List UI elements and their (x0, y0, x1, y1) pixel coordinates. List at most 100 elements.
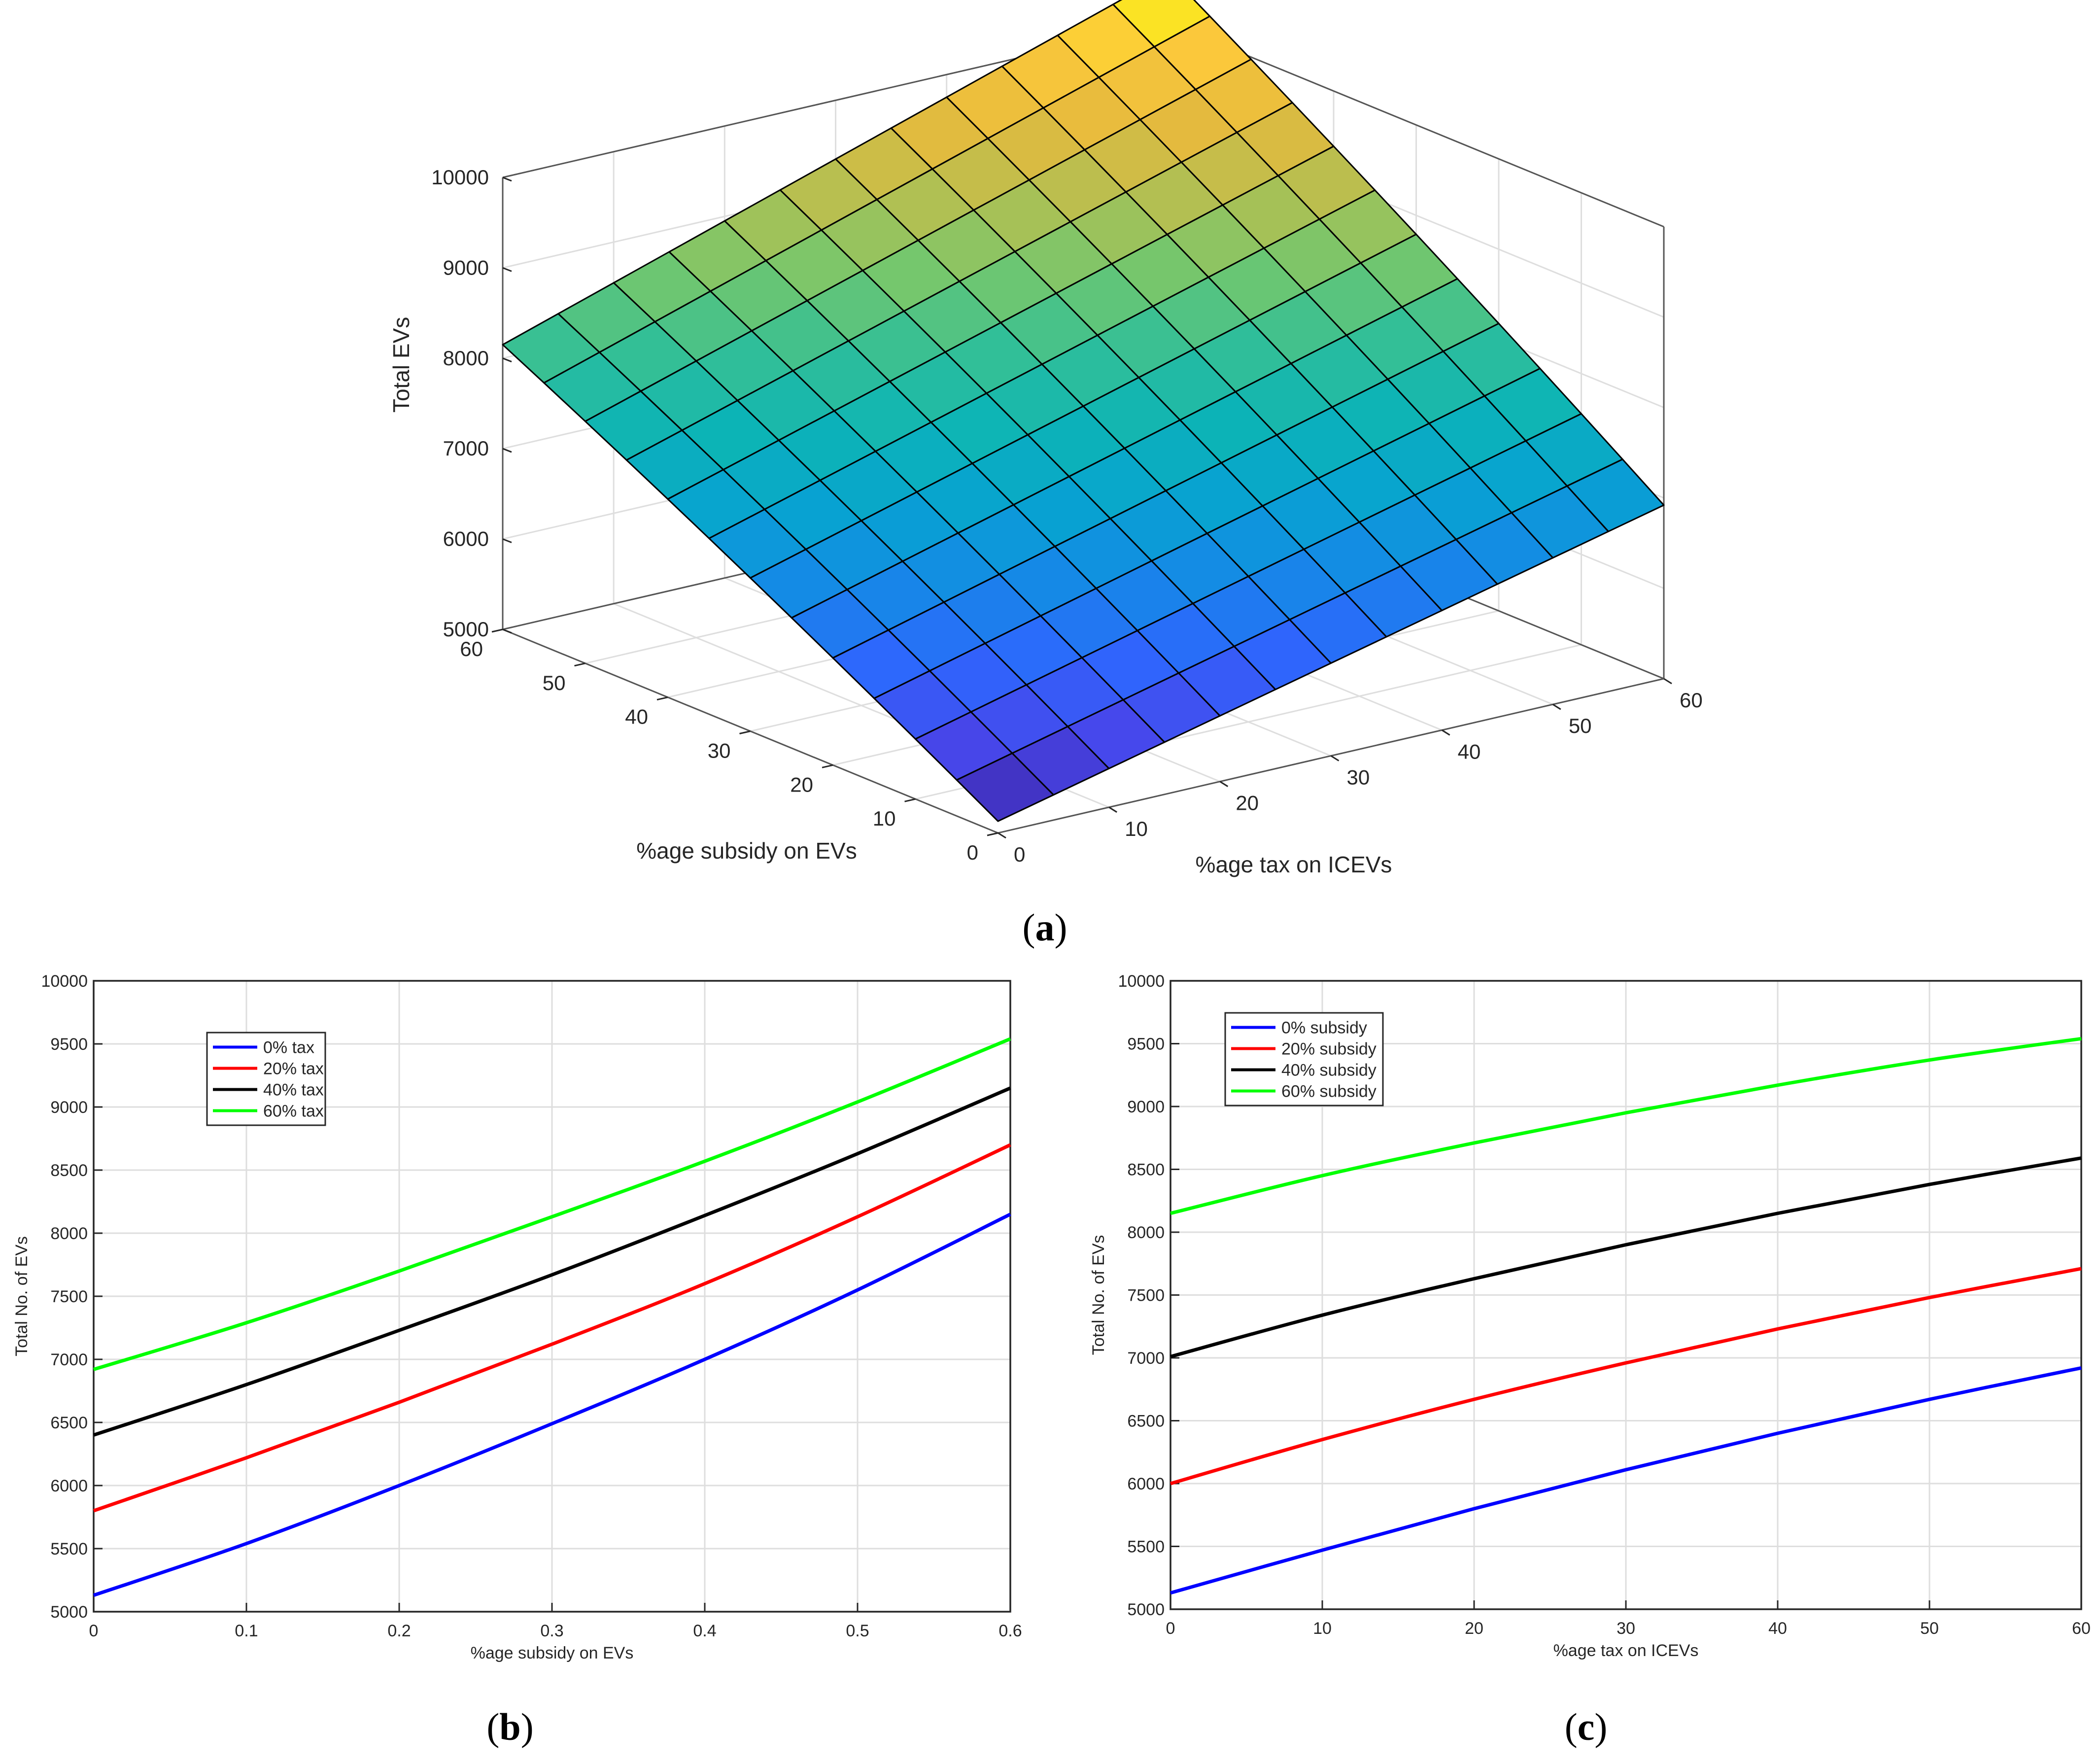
series-line (1170, 1267, 2082, 1486)
series-line (93, 1086, 1011, 1437)
z-tick (502, 267, 512, 272)
y-tick-label: 9500 (50, 1035, 88, 1054)
subsidy-tick-label: 10 (873, 807, 896, 830)
y-axis-label: Total No. of EVs (1089, 1235, 1108, 1355)
subsidy-tick-label: 40 (625, 705, 648, 728)
z-tick (502, 448, 512, 453)
y-tick-label: 6500 (1127, 1412, 1165, 1431)
series-line (93, 1212, 1011, 1597)
surface-chart-a: 5000 6000 7000 8000 9000 10000 0 10 20 3… (388, 0, 1703, 877)
x-tick-label: 0.6 (998, 1622, 1022, 1640)
y-tick-label: 7000 (50, 1350, 88, 1369)
y-tick-label: 6500 (50, 1414, 88, 1432)
legend-entry: 60% tax (263, 1102, 324, 1121)
x-tick-label: 60 (2072, 1619, 2091, 1638)
chart-b-x-ticks: 0 0.1 0.2 0.3 0.4 0.5 0.6 (89, 1622, 1022, 1640)
z-tick (502, 176, 512, 182)
x-tick-label: 50 (1920, 1619, 1939, 1638)
tax-tick-labels: 0 10 20 30 40 50 60 (1014, 689, 1703, 866)
y-tick-label: 7500 (50, 1287, 88, 1306)
series-line (93, 1037, 1011, 1371)
x-tick-label: 40 (1768, 1619, 1787, 1638)
z-tick (502, 357, 512, 363)
caption-b: (b) (486, 1705, 533, 1748)
chart-b-y-ticks: 5000 5500 6000 6500 7000 7500 8000 8500 … (41, 972, 88, 1622)
subsidy-tick (656, 696, 668, 701)
series-line (1170, 1156, 2082, 1358)
y-tick-label: 5500 (1127, 1538, 1165, 1556)
x-tick-label: 0 (89, 1622, 99, 1640)
surface-patch (956, 752, 1055, 822)
y-tick-label: 10000 (1118, 972, 1165, 991)
series-line (93, 1143, 1011, 1513)
chart-c-y-ticks: 5000 5500 6000 6500 7000 7500 8000 8500 … (1118, 972, 1165, 1619)
y-tick-label: 9500 (1127, 1035, 1165, 1054)
chart-b-series (93, 1037, 1011, 1597)
tax-tick-label: 20 (1236, 792, 1259, 815)
tax-tick (1108, 806, 1117, 813)
y-tick-label: 7500 (1127, 1286, 1165, 1305)
tax-tick (998, 832, 1006, 839)
y-tick-label: 5000 (50, 1603, 88, 1622)
plot-area-box (93, 980, 1011, 1613)
z-tick-label: 5000 (443, 618, 489, 641)
tax-tick-label: 0 (1014, 843, 1025, 866)
tax-tick-label: 30 (1347, 766, 1370, 789)
legend-entry: 0% tax (263, 1038, 314, 1057)
x-tick-label: 20 (1465, 1619, 1483, 1638)
subsidy-axis-label: %age subsidy on EVs (636, 838, 857, 864)
z-tick-labels: 5000 6000 7000 8000 9000 10000 (431, 166, 489, 641)
tax-tick-label: 50 (1569, 714, 1592, 737)
subsidy-tick (904, 798, 916, 802)
x-tick-label: 0.5 (846, 1622, 869, 1640)
subsidy-tick (822, 764, 833, 768)
y-axis-label: Total No. of EVs (12, 1236, 31, 1356)
subsidy-tick (739, 730, 751, 734)
y-tick-label: 8000 (1127, 1223, 1165, 1242)
tax-tick-label: 40 (1458, 740, 1481, 763)
x-tick-label: 10 (1313, 1619, 1332, 1638)
legend-entry: 40% subsidy (1281, 1061, 1377, 1080)
x-axis-label: %age tax on ICEVs (1553, 1641, 1699, 1660)
tax-tick-label: 10 (1125, 817, 1148, 840)
series-line (1170, 1037, 2082, 1215)
subsidy-tick-label: 30 (708, 739, 731, 762)
legend: 0% tax 20% tax 40% tax 60% tax (206, 1032, 326, 1126)
z-tick-label: 8000 (443, 346, 489, 370)
subsidy-tick (574, 662, 585, 667)
y-tick-label: 8000 (50, 1224, 88, 1243)
line-chart-b: 5000 5500 6000 6500 7000 7500 8000 8500 … (12, 972, 1022, 1662)
z-tick-label: 7000 (443, 437, 489, 460)
tax-tick (1219, 781, 1229, 787)
z-tick-label: 10000 (431, 166, 489, 189)
surface-mesh (502, 0, 1665, 822)
y-tick-label: 10000 (41, 972, 88, 991)
plot-area-box (1170, 980, 2082, 1610)
z-tick-label: 9000 (443, 256, 489, 279)
subsidy-tick-label: 0 (967, 841, 978, 864)
chart-c-series (1170, 1037, 2082, 1595)
z-tick-label: 6000 (443, 527, 489, 551)
x-tick-label: 0.2 (387, 1622, 411, 1640)
subsidy-tick-label: 50 (543, 671, 566, 694)
line-chart-c: 5000 5500 6000 6500 7000 7500 8000 8500 … (1089, 972, 2091, 1660)
x-tick-label: 0.4 (693, 1622, 716, 1640)
x-tick-label: 0.1 (235, 1622, 258, 1640)
y-tick-label: 5500 (50, 1540, 88, 1558)
y-tick-label: 6000 (1127, 1475, 1165, 1493)
subsidy-tick-labels: 0 10 20 30 40 50 60 (460, 637, 978, 864)
x-axis-label: %age subsidy on EVs (471, 1644, 634, 1662)
subsidy-tick-label: 20 (790, 773, 813, 796)
y-tick-label: 6000 (50, 1477, 88, 1495)
tax-tick-label: 60 (1680, 689, 1703, 712)
y-tick-label: 5000 (1127, 1600, 1165, 1619)
caption-c: (c) (1565, 1705, 1608, 1748)
legend-entry: 60% subsidy (1281, 1082, 1377, 1101)
tax-axis-label: %age tax on ICEVs (1196, 852, 1392, 877)
subsidy-tick-label: 60 (460, 637, 483, 660)
x-tick-label: 0 (1166, 1619, 1175, 1638)
legend-entry: 40% tax (263, 1081, 324, 1100)
x-tick-label: 30 (1617, 1619, 1635, 1638)
tax-tick (1552, 703, 1561, 710)
z-axis-label: Total EVs (388, 317, 414, 413)
